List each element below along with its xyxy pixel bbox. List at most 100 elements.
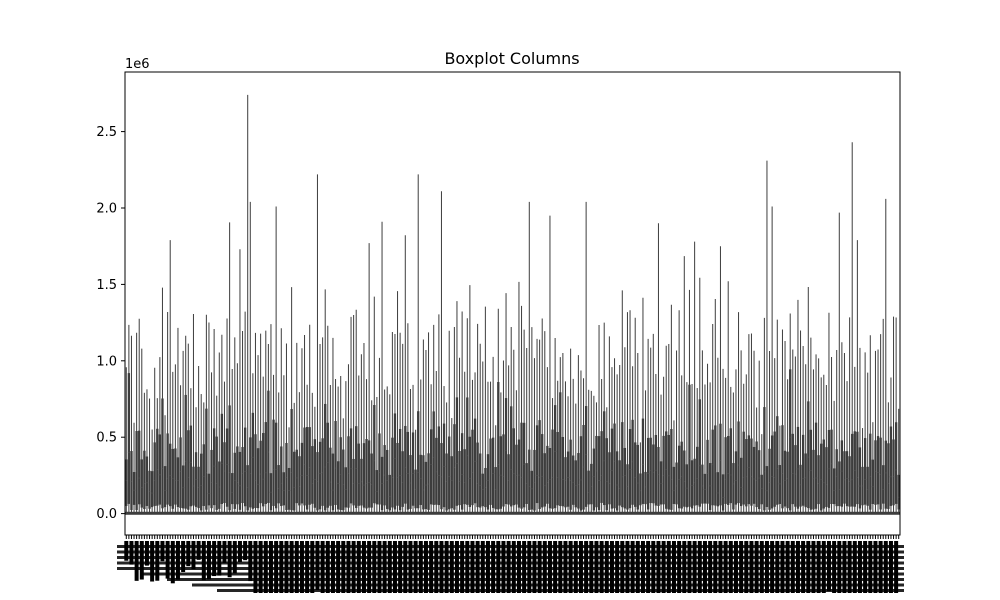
box [435,437,438,505]
box [171,448,174,509]
box-column [494,425,497,514]
box-column [698,277,701,514]
box-column [569,348,572,514]
box-column [887,402,890,514]
box [373,405,376,504]
box-column [326,325,329,514]
box-column [225,318,229,514]
box [161,398,164,509]
box-column [440,191,443,514]
box-column [646,338,650,514]
x-tick-label [117,550,904,554]
box-column [158,357,162,514]
box [693,458,696,506]
box-column [889,377,893,514]
box [476,442,479,508]
box-column [233,337,236,514]
box [887,443,890,509]
box [533,449,536,511]
box [688,384,691,507]
box-column [657,223,660,514]
box-column [688,289,691,514]
box-column [745,374,748,514]
box-column [491,356,495,514]
box [587,470,590,505]
box [460,433,464,510]
box-column [163,415,167,514]
box [150,471,154,508]
box [708,463,712,510]
box-column [313,406,317,514]
box [752,446,756,504]
box-column [799,330,802,514]
box [618,460,621,506]
box [729,428,732,504]
box [716,472,720,507]
box-column [156,398,159,514]
box-column [721,368,725,514]
box-column [827,312,831,514]
box-column [755,407,758,514]
y-tick-label: 0.5 [96,431,117,446]
box-column [262,376,265,514]
box [455,397,459,506]
box-column [693,241,696,514]
box-column [269,324,273,514]
box [559,392,562,506]
box [166,433,169,505]
box-column [804,364,807,514]
y-tick-label: 1.5 [96,278,117,293]
box-column [336,386,340,514]
box-column [138,318,141,514]
box-column [801,346,805,514]
box-column [489,381,492,514]
box-column [241,331,244,514]
box-column [468,285,472,514]
box [249,437,252,508]
box-column [427,332,430,514]
box-column [652,333,655,514]
box-column [566,396,570,514]
y-tick-label: 1.0 [96,354,117,369]
box-column [882,318,885,514]
box [225,428,229,507]
box-column [476,323,479,514]
box-column [486,381,490,514]
box [308,427,311,505]
box-column [574,403,577,514]
box-column [835,349,838,514]
y-tick-label: 2.0 [96,201,117,216]
box-column [504,293,508,514]
box [125,459,128,506]
box-column [166,312,169,514]
box-column [471,379,474,514]
box-column [600,379,603,514]
box-column [437,314,441,514]
box-column [308,324,311,514]
box [556,432,559,506]
box-column [618,365,621,514]
box-column [218,352,221,514]
box-column [398,332,402,514]
box [814,422,818,509]
box [502,434,505,507]
box-column [396,291,399,514]
box [510,406,513,507]
box-column [429,384,433,514]
box-column [719,246,722,514]
box [685,464,689,508]
box [466,397,469,505]
box-column [179,385,182,514]
box [179,437,182,508]
box-column [497,308,500,514]
box-column [863,352,867,514]
box [357,443,360,506]
box [148,470,151,509]
box-column [303,334,306,514]
box [169,443,172,507]
box-column [791,349,794,514]
box-column [324,289,327,514]
box [321,438,324,506]
box [202,444,205,506]
box-column [776,319,779,514]
